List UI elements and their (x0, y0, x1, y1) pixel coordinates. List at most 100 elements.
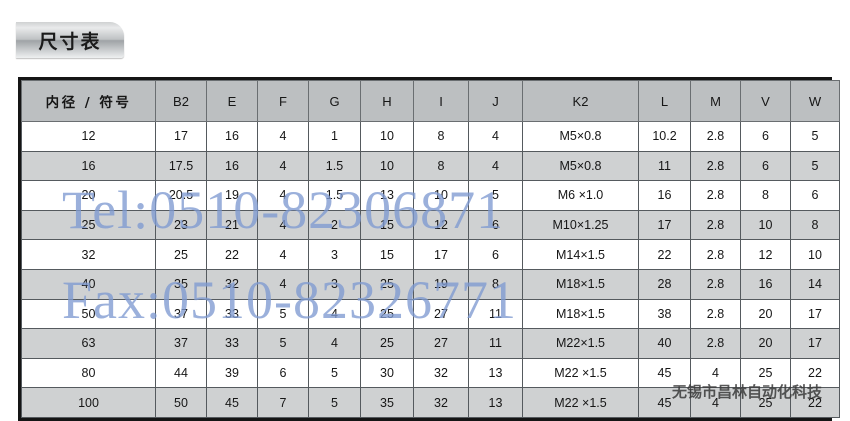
table-cell: 32 (413, 357, 469, 389)
table-cell: 1.5 (308, 150, 361, 182)
table-cell: 2.8 (690, 150, 741, 182)
table-cell: 33 (206, 298, 258, 330)
table-cell-bore: 12 (21, 121, 156, 152)
table-cell: 4 (690, 387, 741, 418)
table-cell: 3 (308, 239, 361, 270)
table-cell: 6 (740, 121, 791, 152)
table-cell: 13 (468, 387, 523, 418)
table-cell: 4 (468, 121, 523, 152)
table-cell: 25 (360, 298, 414, 330)
table-cell: 4 (257, 268, 309, 300)
table-row: 63 37 33 5 4 25 27 11 M22×1.5 40 2.8 20 17 (21, 328, 840, 359)
table-cell: 6 (468, 239, 523, 270)
table-cell: 32 (413, 387, 469, 418)
table-cell-bore: 25 (21, 209, 156, 241)
table-cell: 17 (638, 209, 691, 241)
page-title-badge: 尺寸表 (16, 22, 124, 58)
table-cell: 1 (308, 121, 361, 152)
table-cell: 11 (468, 298, 523, 330)
table-cell: 8 (413, 150, 469, 182)
table-header-cell-label: 内径 / 符号 (21, 80, 156, 122)
table-cell: 22 (638, 239, 691, 270)
table-cell: 4 (257, 239, 309, 270)
table-cell: 35 (360, 387, 414, 418)
table-body: 12 17 16 4 1 10 8 4 M5×0.8 10.2 2.8 6 5 16 17.5 16 4 1.5 1… (21, 121, 840, 418)
table-cell: 25 (360, 268, 414, 300)
table-cell: 32 (206, 268, 258, 300)
table-cell: 2.8 (690, 121, 741, 152)
table-cell: 6 (740, 150, 791, 182)
table-cell: 10 (740, 209, 791, 241)
table-cell: 20.5 (155, 180, 207, 211)
table-cell: 4 (690, 357, 741, 389)
table-cell: 25 (360, 328, 414, 359)
table-cell: 37 (155, 328, 207, 359)
table-cell: 10 (360, 150, 414, 182)
table-cell: 8 (790, 209, 840, 241)
table-cell: 17.5 (155, 150, 207, 182)
table-cell: 4 (257, 180, 309, 211)
table-cell: M22 ×1.5 (522, 387, 639, 418)
table-header-cell-F: F (257, 80, 309, 122)
table-row: 25 23 21 4 2 15 12 6 M10×1.25 17 2.8 10 8 (21, 209, 840, 241)
table-header-cell-G: G (308, 80, 361, 122)
table-cell: 19 (413, 268, 469, 300)
table-cell: 8 (468, 268, 523, 300)
table-cell: 16 (206, 150, 258, 182)
table-cell: M5×0.8 (522, 150, 639, 182)
table-cell: 10 (790, 239, 840, 270)
table-cell: M10×1.25 (522, 209, 639, 241)
table-cell: 12 (413, 209, 469, 241)
table-cell: 14 (790, 268, 840, 300)
table-cell: 4 (468, 150, 523, 182)
table-cell: 15 (360, 239, 414, 270)
table-cell: 25 (740, 387, 791, 418)
table-cell: M18×1.5 (522, 298, 639, 330)
table-cell: 5 (308, 357, 361, 389)
table-cell: 7 (257, 387, 309, 418)
table-cell: 23 (155, 209, 207, 241)
table-cell: 4 (308, 328, 361, 359)
table-cell: 38 (638, 298, 691, 330)
table-cell: 15 (360, 209, 414, 241)
table-cell: 17 (155, 121, 207, 152)
table-cell: 22 (790, 387, 840, 418)
table-cell-bore: 16 (21, 150, 156, 182)
table-cell: 5 (257, 298, 309, 330)
table-cell: 16 (740, 268, 791, 300)
table-cell: 22 (790, 357, 840, 389)
table-cell: 45 (638, 387, 691, 418)
table-row: 32 25 22 4 3 15 17 6 M14×1.5 22 2.8 12 10 (21, 239, 840, 270)
dimension-table: 内径 / 符号 B2 E F G H I J K2 L M V W 12 17 16 4 1 10 8 4 M5×0.8… (21, 80, 840, 418)
table-cell: 8 (413, 121, 469, 152)
table-cell: 13 (360, 180, 414, 211)
table-cell: M6 ×1.0 (522, 180, 639, 211)
table-cell: 5 (790, 121, 840, 152)
table-cell: 25 (740, 357, 791, 389)
table-cell-bore: 20 (21, 180, 156, 211)
table-header-cell-V: V (740, 80, 791, 122)
table-header-cell-L: L (638, 80, 691, 122)
table-cell-bore: 80 (21, 357, 156, 389)
table-cell: 2.8 (690, 298, 741, 330)
table-cell: 2.8 (690, 268, 741, 300)
table-cell: 2.8 (690, 180, 741, 211)
table-cell: 45 (206, 387, 258, 418)
table-header-cell-J: J (468, 80, 523, 122)
table-cell: 20 (740, 328, 791, 359)
table-cell: 12 (740, 239, 791, 270)
table-cell: 45 (638, 357, 691, 389)
table-row: 50 37 33 5 4 25 27 11 M18×1.5 38 2.8 20 17 (21, 298, 840, 330)
table-cell-bore: 63 (21, 328, 156, 359)
table-cell: 11 (468, 328, 523, 359)
table-cell: 17 (413, 239, 469, 270)
table-cell: 10.2 (638, 121, 691, 152)
table-cell-bore: 100 (21, 387, 156, 418)
table-header-cell-K2: K2 (522, 80, 639, 122)
table-cell: 17 (790, 298, 840, 330)
table-cell: 1.5 (308, 180, 361, 211)
table-header-cell-E: E (206, 80, 258, 122)
table-cell: 27 (413, 328, 469, 359)
table-cell: 35 (155, 268, 207, 300)
table-cell: 3 (308, 268, 361, 300)
